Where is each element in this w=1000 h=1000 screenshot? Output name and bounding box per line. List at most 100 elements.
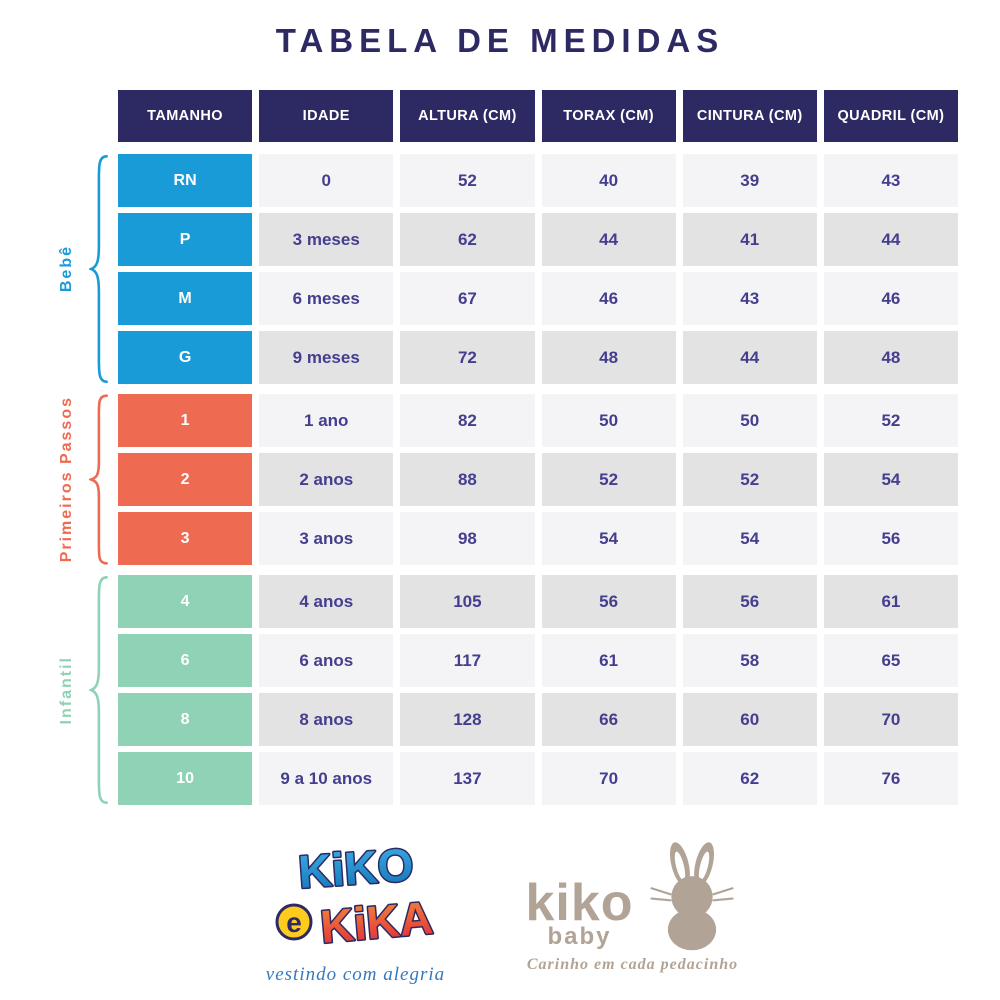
table-cell: 56 — [682, 575, 817, 628]
e-letter: e — [287, 907, 303, 938]
table-cell: 40 — [541, 154, 676, 207]
table-cell: 46 — [823, 272, 958, 325]
kika-wordmark: KiKA — [319, 891, 436, 953]
table-cell: 2 anos — [259, 453, 394, 506]
group-label: Infantil — [52, 575, 82, 805]
header-cell: QUADRIL (CM) — [823, 90, 958, 142]
table-cell: 3 anos — [259, 512, 394, 565]
size-cell: G — [118, 331, 253, 384]
table-cell: 54 — [682, 512, 817, 565]
table-cell: 44 — [682, 331, 817, 384]
size-cell: 4 — [118, 575, 253, 628]
table-cell: 56 — [823, 512, 958, 565]
size-cell: 8 — [118, 693, 253, 746]
table-group: Bebê RN 0 52 40 39 43 P 3 meses 62 44 41 44 M 6 meses 6… — [52, 154, 958, 384]
table-cell: 52 — [400, 154, 535, 207]
table-cell: 88 — [400, 453, 535, 506]
kiko-wordmark: KiKO — [297, 840, 415, 898]
table-cell: 44 — [541, 213, 676, 266]
table-cell: 3 meses — [259, 213, 394, 266]
table-cell: 44 — [823, 213, 958, 266]
table-cell: 67 — [400, 272, 535, 325]
table-cell: 61 — [823, 575, 958, 628]
header-cell: TORAX (CM) — [541, 90, 676, 142]
table-cell: 128 — [400, 693, 535, 746]
table-cell: 0 — [259, 154, 394, 207]
size-cell: RN — [118, 154, 253, 207]
table-cell: 65 — [823, 634, 958, 687]
group-label-text: Infantil — [58, 655, 75, 725]
kiko-e-kika-tagline: vestindo com alegria — [265, 964, 446, 985]
size-table: TAMANHO IDADE ALTURA (CM) TORAX (CM) CINTURA… — [52, 90, 958, 805]
table-cell: 82 — [400, 394, 535, 447]
header-cell: CINTURA (CM) — [682, 90, 817, 142]
table-cell: 62 — [400, 213, 535, 266]
kiko-e-kika-logo: KiKO e KiKA vestindo com alegria — [260, 840, 450, 986]
kiko-baby-sub: baby — [547, 922, 612, 950]
table-body: Bebê RN 0 52 40 39 43 P 3 meses 62 44 41 44 M 6 meses 6… — [52, 154, 958, 805]
group-label-text: Primeiros Passos — [58, 396, 75, 563]
footer-logos: KiKO e KiKA vestindo com alegria kiko ba… — [0, 840, 1000, 986]
kiko-e-kika-logo-art: KiKO e KiKA — [275, 840, 437, 954]
table-cell: 54 — [541, 512, 676, 565]
table-cell: 50 — [682, 394, 817, 447]
table-group: Infantil 4 4 anos 105 56 56 61 6 6 anos 117 61 58 65… — [52, 575, 958, 805]
size-cell: P — [118, 213, 253, 266]
table-cell: 137 — [400, 752, 535, 805]
table-cell: 52 — [541, 453, 676, 506]
table-cell: 4 anos — [259, 575, 394, 628]
size-cell: 10 — [118, 752, 253, 805]
table-cell: 48 — [541, 331, 676, 384]
table-cell: 54 — [823, 453, 958, 506]
table-cell: 98 — [400, 512, 535, 565]
table-cell: 43 — [682, 272, 817, 325]
table-cell: 72 — [400, 331, 535, 384]
table-cell: 62 — [682, 752, 817, 805]
kiko-baby-wordmark: kiko — [525, 874, 634, 933]
kiko-baby-tagline: Carinho em cada pedacinho — [526, 956, 739, 973]
kiko-baby-logo: kiko baby — [525, 840, 739, 974]
size-cell: M — [118, 272, 253, 325]
table-cell: 6 anos — [259, 634, 394, 687]
table-cell: 60 — [682, 693, 817, 746]
table-cell: 56 — [541, 575, 676, 628]
table-cell: 66 — [541, 693, 676, 746]
table-cell: 76 — [823, 752, 958, 805]
table-cell: 46 — [541, 272, 676, 325]
size-cell: 1 — [118, 394, 253, 447]
table-cell: 70 — [823, 693, 958, 746]
table-cell: 117 — [400, 634, 535, 687]
table-cell: 48 — [823, 331, 958, 384]
table-cell: 58 — [682, 634, 817, 687]
table-cell: 50 — [541, 394, 676, 447]
group-label-text: Bebê — [58, 245, 75, 293]
size-cell: 3 — [118, 512, 253, 565]
header-cell: IDADE — [259, 90, 394, 142]
table-cell: 105 — [400, 575, 535, 628]
table-cell: 61 — [541, 634, 676, 687]
group-brace-icon — [89, 575, 111, 805]
rabbit-icon — [649, 842, 734, 951]
table-cell: 41 — [682, 213, 817, 266]
table-cell: 52 — [682, 453, 817, 506]
e-badge — [275, 903, 313, 941]
table-cell: 39 — [682, 154, 817, 207]
size-cell: 6 — [118, 634, 253, 687]
table-cell: 8 anos — [259, 693, 394, 746]
size-cell: 2 — [118, 453, 253, 506]
table-cell: 6 meses — [259, 272, 394, 325]
table-cell: 43 — [823, 154, 958, 207]
header-cell: TAMANHO — [118, 90, 253, 142]
page-title: TABELA DE MEDIDAS — [275, 22, 725, 59]
table-cell: 1 ano — [259, 394, 394, 447]
group-brace-icon — [89, 154, 111, 384]
header-cell: ALTURA (CM) — [400, 90, 535, 142]
table-cell: 52 — [823, 394, 958, 447]
table-header-row: TAMANHO IDADE ALTURA (CM) TORAX (CM) CINTURA… — [52, 90, 958, 142]
group-label: Primeiros Passos — [52, 394, 82, 565]
group-brace-icon — [89, 394, 111, 565]
group-label: Bebê — [52, 154, 82, 384]
table-group: Primeiros Passos 1 1 ano 82 50 50 52 2 2 anos 88 5… — [52, 394, 958, 565]
table-cell: 9 a 10 anos — [259, 752, 394, 805]
